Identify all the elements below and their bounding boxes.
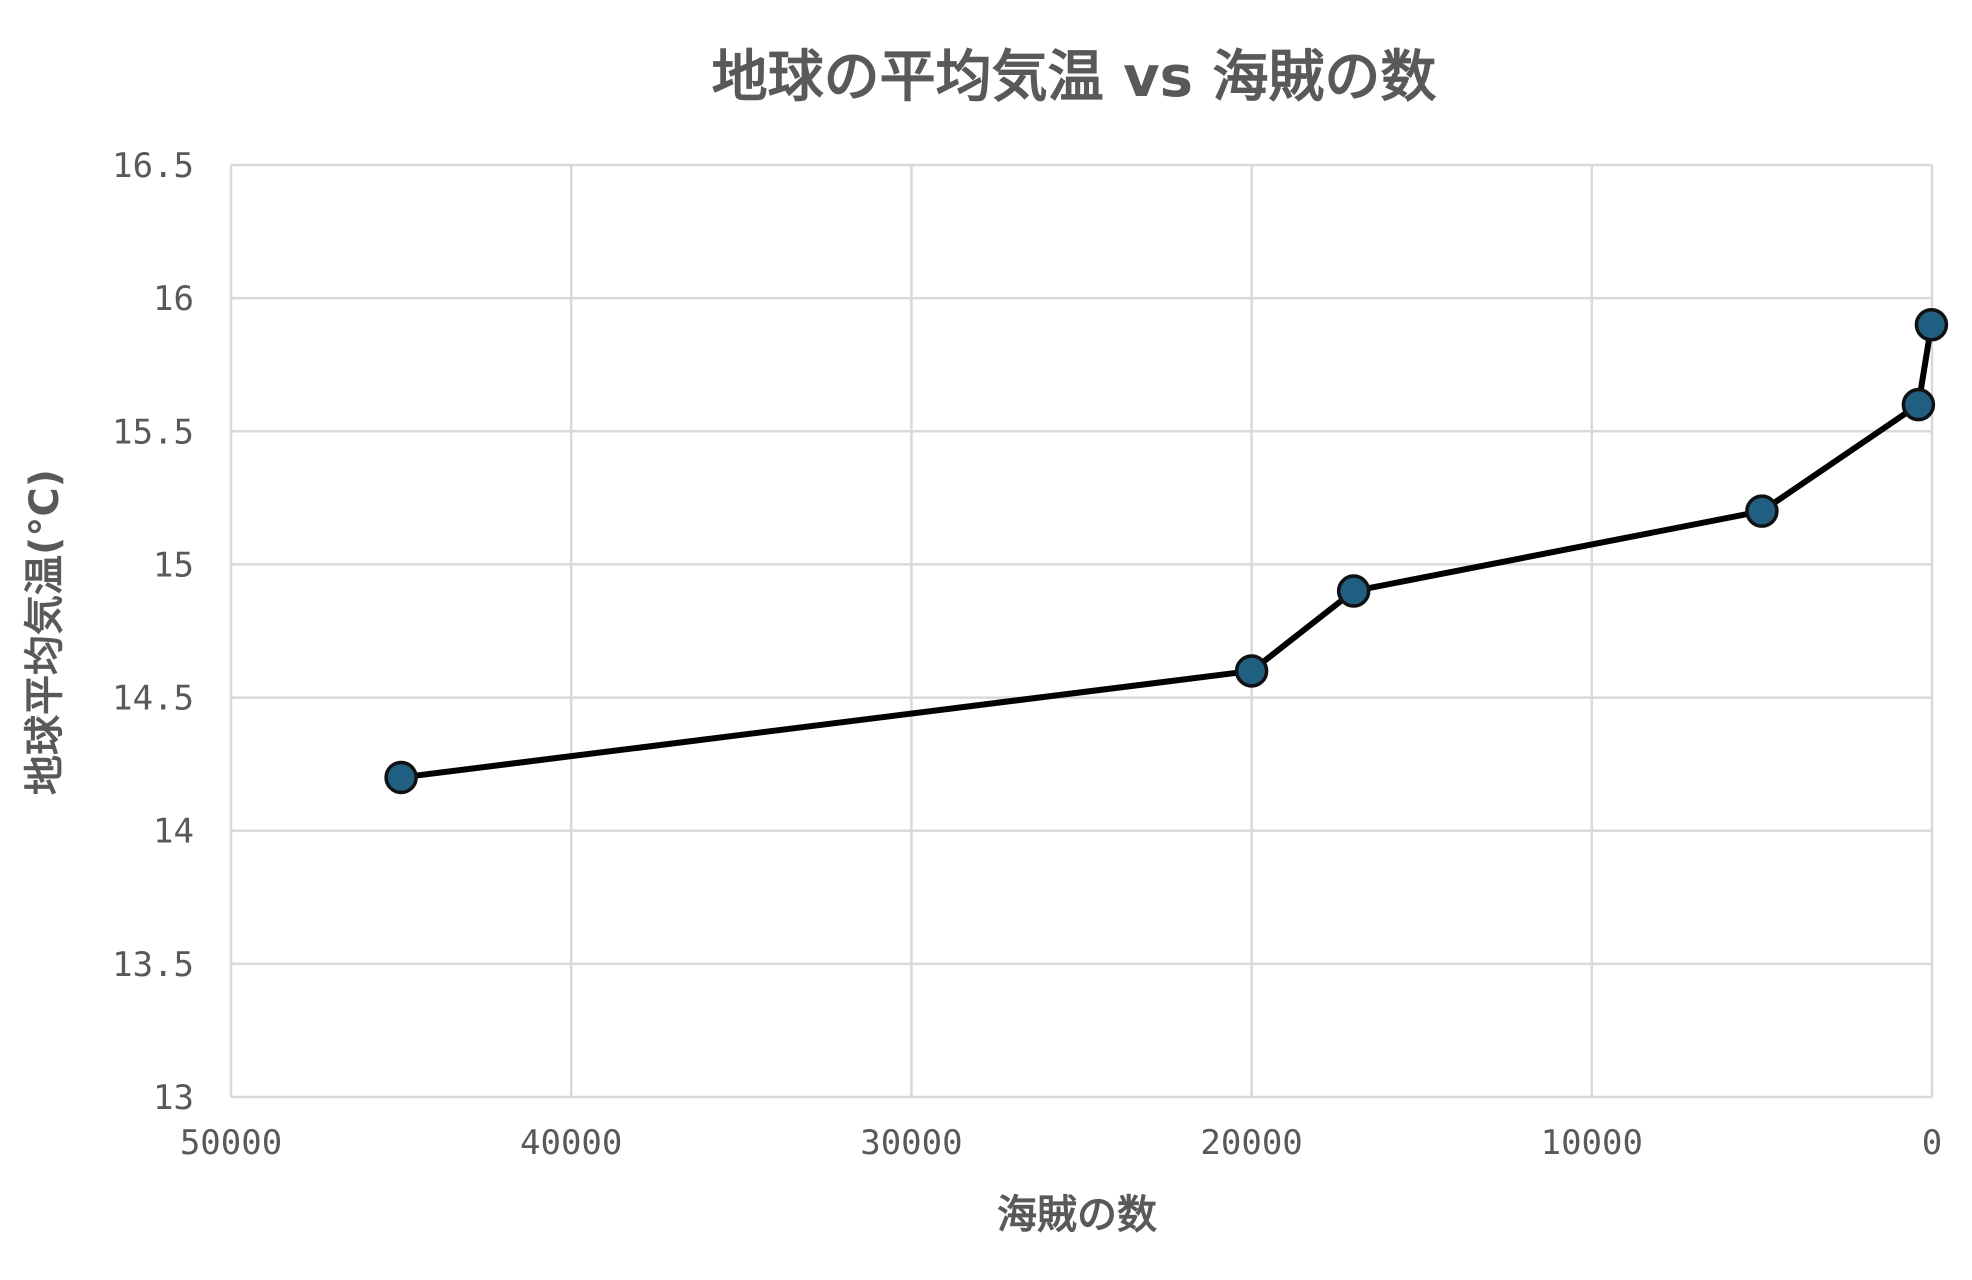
data-point-5 [1914, 308, 1949, 342]
series-line-0 [398, 321, 1935, 781]
y-axis-title: 地球平均気温(°C) [22, 469, 68, 795]
data-point-0 [384, 760, 418, 795]
x-tick-label-4: 10000 [1541, 1123, 1643, 1163]
data-point-4 [1901, 387, 1936, 422]
chart-title: 地球の平均気温 vs 海賊の数 [712, 45, 1437, 110]
y-tick-label-1: 13.5 [112, 945, 194, 985]
y-tick-label-2: 14 [153, 812, 194, 852]
x-axis-title: 海賊の数 [997, 1192, 1157, 1238]
y-tick-label-4: 15 [153, 545, 194, 585]
x-tick-label-3: 20000 [1200, 1123, 1302, 1163]
data-point-3 [1745, 494, 1779, 528]
y-tick-label-5: 15.5 [112, 412, 194, 452]
grid-layer [229, 163, 1934, 1099]
data-point-2 [1336, 574, 1371, 608]
y-tick-label-6: 16 [153, 279, 194, 319]
series-layer [384, 308, 1949, 795]
y-tick-label-3: 14.5 [112, 679, 194, 719]
x-tick-label-1: 40000 [520, 1123, 622, 1163]
x-tick-label-5: 0 [1922, 1123, 1942, 1163]
y-tick-label-7: 16.5 [112, 146, 194, 186]
y-tick-label-0: 13 [153, 1078, 194, 1118]
x-tick-label-2: 30000 [860, 1123, 962, 1163]
tick-label-layer: 13 13.5 14 14.5 15 15.5 16 16.5 50000 40000 30000 2… [112, 146, 1942, 1163]
data-point-1 [1234, 654, 1269, 688]
x-tick-label-0: 50000 [180, 1123, 282, 1163]
